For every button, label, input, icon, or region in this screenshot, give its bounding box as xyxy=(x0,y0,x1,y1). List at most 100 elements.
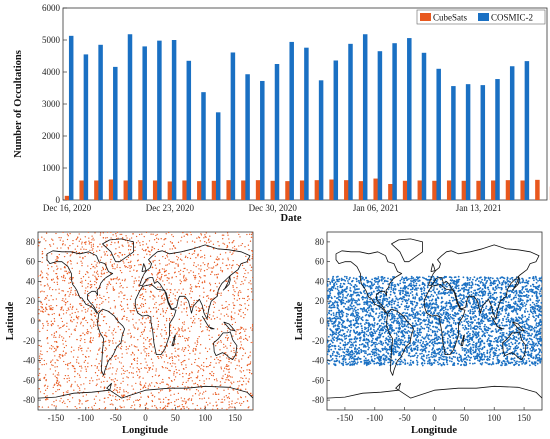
occultation-point xyxy=(121,233,123,236)
occultation-point xyxy=(151,400,154,403)
occultation-point xyxy=(464,315,466,318)
occultation-point xyxy=(479,344,482,346)
occultation-point xyxy=(92,245,95,247)
occultation-point xyxy=(251,324,253,326)
occultation-point xyxy=(41,303,43,305)
occultation-point xyxy=(421,283,424,286)
occultation-point xyxy=(238,245,240,247)
occultation-point xyxy=(539,361,542,364)
occultation-point xyxy=(135,242,138,244)
occultation-point xyxy=(127,266,129,269)
occultation-point xyxy=(140,306,143,308)
occultation-point xyxy=(170,283,173,285)
occultation-point xyxy=(526,300,528,303)
occultation-point xyxy=(148,352,150,355)
occultation-point xyxy=(61,320,64,323)
occultation-point xyxy=(429,328,432,331)
occultation-point xyxy=(86,290,89,293)
bar-cubesats xyxy=(344,180,349,200)
occultation-point xyxy=(108,297,110,299)
occultation-point xyxy=(423,318,425,321)
occultation-point xyxy=(240,396,242,399)
occultation-point xyxy=(131,344,133,346)
occultation-point xyxy=(91,239,93,241)
occultation-point xyxy=(162,280,164,282)
occultation-point xyxy=(472,310,474,313)
occultation-point xyxy=(430,281,433,284)
occultation-point xyxy=(183,302,185,304)
occultation-point xyxy=(330,309,333,312)
occultation-point xyxy=(211,384,213,386)
occultation-point xyxy=(98,333,100,335)
occultation-point xyxy=(409,318,411,321)
occultation-point xyxy=(111,340,114,342)
occultation-point xyxy=(231,376,233,378)
occultation-point xyxy=(515,307,518,310)
occultation-point xyxy=(418,317,421,320)
occultation-point xyxy=(161,381,163,383)
occultation-point xyxy=(524,281,526,284)
occultation-point xyxy=(206,329,208,331)
occultation-point xyxy=(79,389,81,392)
occultation-point xyxy=(64,293,67,296)
occultation-point xyxy=(140,352,142,354)
occultation-point xyxy=(240,367,243,369)
occultation-point xyxy=(528,326,530,329)
occultation-point xyxy=(213,306,216,309)
occultation-point xyxy=(183,308,185,310)
occultation-point xyxy=(216,316,218,319)
occultation-point xyxy=(45,240,47,242)
occultation-point xyxy=(532,285,535,288)
occultation-point xyxy=(382,322,385,325)
occultation-point xyxy=(420,303,423,306)
occultation-point xyxy=(431,356,434,359)
occultation-point xyxy=(155,311,158,313)
occultation-point xyxy=(507,283,510,286)
occultation-point xyxy=(70,333,73,335)
bar-cubesats xyxy=(535,179,540,200)
occultation-point xyxy=(148,369,150,371)
occultation-point xyxy=(343,320,345,323)
bar-cubesats xyxy=(152,180,158,200)
occultation-point xyxy=(214,302,216,304)
occultation-point xyxy=(38,245,40,247)
occultation-point xyxy=(203,382,205,385)
occultation-point xyxy=(240,326,242,328)
occultation-point xyxy=(62,290,65,292)
occultation-point xyxy=(444,302,447,305)
occultation-point xyxy=(98,407,101,410)
map-cubesats-y-axis-label: Latitude xyxy=(5,301,16,340)
occultation-point xyxy=(185,347,187,349)
bar-cosmic2 xyxy=(348,43,353,201)
occultation-point xyxy=(200,277,202,279)
occultation-point xyxy=(62,240,64,242)
occultation-point xyxy=(240,336,242,338)
occultation-point xyxy=(75,315,78,317)
occultation-point xyxy=(406,349,409,352)
coastline xyxy=(97,308,125,376)
x-tick-label: -50 xyxy=(110,413,122,423)
occultation-point xyxy=(165,396,167,399)
occultation-point xyxy=(103,380,105,383)
occultation-point xyxy=(65,363,67,366)
occultation-point xyxy=(394,295,397,298)
occultation-point xyxy=(239,310,241,312)
occultation-point xyxy=(188,399,190,401)
occultation-point xyxy=(67,235,69,237)
occultation-point xyxy=(197,264,199,266)
occultation-point xyxy=(142,240,144,243)
occultation-point xyxy=(74,248,76,250)
occultation-point xyxy=(39,274,41,277)
occultation-point xyxy=(84,255,86,258)
occultation-point xyxy=(116,278,118,280)
occultation-point xyxy=(214,282,217,285)
occultation-point xyxy=(123,294,125,297)
occultation-point xyxy=(208,378,210,380)
occultation-point xyxy=(216,404,218,406)
occultation-point xyxy=(440,349,442,351)
occultation-point xyxy=(349,282,351,285)
occultation-point xyxy=(507,280,509,283)
occultation-point xyxy=(46,320,48,322)
bar-chart-legend: CubeSats COSMIC-2 xyxy=(416,9,546,25)
occultation-point xyxy=(46,278,49,280)
